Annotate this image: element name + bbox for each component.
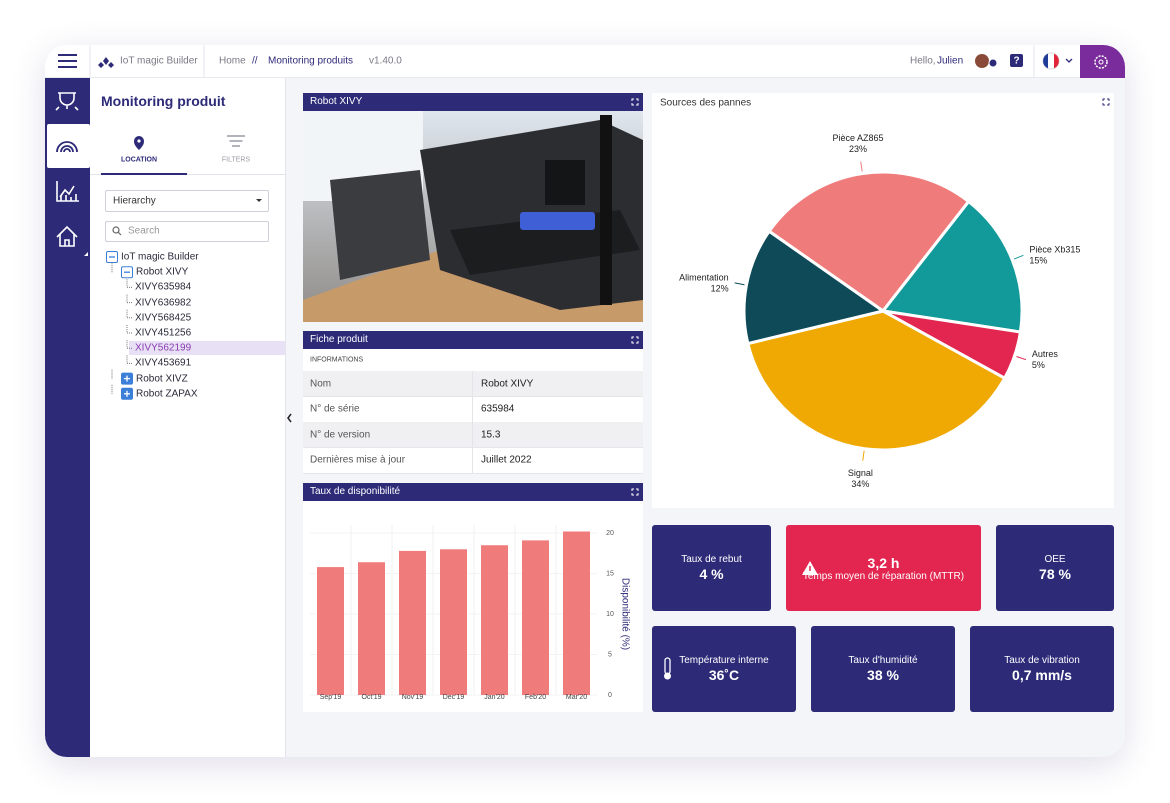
header	[45, 45, 1125, 78]
breadcrumb-separator: //	[252, 55, 258, 67]
kpi-label: Taux de vibration	[1004, 655, 1080, 666]
kpi-tile[interactable]: Température interne 36˚C	[652, 626, 796, 712]
kpi-label: OEE	[1044, 554, 1066, 565]
breadcrumb-home[interactable]: Home	[219, 55, 246, 67]
tree-node[interactable]: Robot XIVZ	[136, 373, 188, 385]
kpi-label: Température interne	[679, 655, 769, 666]
tree-node[interactable]: XIVY568425	[135, 312, 192, 324]
greeting: Hello,	[910, 55, 936, 67]
panel-title: Robot XIVY	[303, 93, 643, 111]
tree-node[interactable]: IoT magic Builder	[121, 251, 199, 263]
kpi-value: 4 %	[699, 566, 724, 582]
tree-node[interactable]: Robot XIVY	[136, 266, 189, 278]
sidebar-title: Monitoring produit	[101, 93, 226, 109]
kpi-value: 0,7 mm/s	[1012, 667, 1072, 683]
table-value: 15.3	[481, 429, 501, 440]
kpi-tile[interactable]: 3,2 h Temps moyen de réparation (MTTR)	[786, 525, 981, 611]
panel-title: Fiche produit	[303, 331, 643, 349]
tab-divider	[90, 174, 285, 175]
kpi-value: 36˚C	[708, 667, 740, 683]
table-divider	[472, 371, 473, 396]
tree-node[interactable]: XIVY636982	[135, 297, 192, 309]
hierarchy-select[interactable]	[105, 190, 269, 212]
table-divider	[472, 447, 473, 473]
tab-filters[interactable]: FILTERS	[221, 156, 251, 164]
kpi-label: Temps moyen de réparation (MTTR)	[802, 571, 965, 582]
section-label: INFORMATIONS	[310, 356, 364, 364]
search-input[interactable]	[105, 221, 269, 242]
chart-panel	[652, 93, 1114, 508]
search-placeholder: Search	[128, 225, 160, 237]
nav-rail	[45, 78, 90, 757]
table-value: Robot XIVY	[481, 378, 534, 389]
settings-button[interactable]	[1080, 45, 1125, 78]
table-key: Dernières mise à jour	[310, 454, 406, 466]
chart-panel	[303, 501, 643, 712]
table-divider	[472, 422, 473, 447]
version: v1.40.0	[369, 55, 402, 67]
breadcrumb-current: Monitoring produits	[268, 55, 354, 67]
tree-node[interactable]: XIVY562199	[135, 342, 192, 354]
tab-location[interactable]: LOCATION	[120, 156, 158, 164]
kpi-value: 38 %	[867, 667, 899, 683]
tree-node[interactable]: XIVY451256	[135, 327, 192, 339]
kpi-label: Taux d'humidité	[848, 655, 918, 666]
table-key: N° de série	[310, 403, 360, 415]
user-name: Julien	[937, 55, 964, 67]
table-value: Juillet 2022	[481, 454, 532, 466]
kpi-value: 3,2 h	[867, 555, 900, 571]
kpi-label: Taux de rebut	[681, 554, 742, 565]
kpi-tile[interactable]: Taux de vibration 0,7 mm/s	[970, 626, 1114, 712]
table-value: 635984	[481, 403, 515, 415]
kpi-value: 78 %	[1039, 566, 1071, 582]
tab-underline	[101, 173, 187, 175]
table-divider	[472, 396, 473, 422]
tree-selection	[129, 341, 285, 356]
kpi-tile[interactable]: Taux de rebut 4 %	[652, 525, 771, 611]
table-key: N° de version	[310, 429, 371, 440]
brand[interactable]: IoT magic Builder	[120, 55, 198, 67]
kpi-tile[interactable]: OEE 78 %	[996, 525, 1114, 611]
sidebar	[90, 78, 286, 757]
tree-node[interactable]: XIVY453691	[135, 357, 192, 369]
table-row	[303, 371, 643, 397]
tree-node[interactable]: Robot ZAPAX	[136, 388, 198, 400]
chart-title: Sources des pannes	[660, 97, 752, 109]
tree-node[interactable]: XIVY635984	[135, 281, 192, 293]
select-value: Hierarchy	[113, 195, 156, 207]
panel-title: Taux de disponibilité	[303, 483, 643, 501]
kpi-tile[interactable]: Taux d'humidité 38 %	[811, 626, 955, 712]
table-row	[303, 447, 643, 474]
table-key: Nom	[310, 378, 332, 389]
